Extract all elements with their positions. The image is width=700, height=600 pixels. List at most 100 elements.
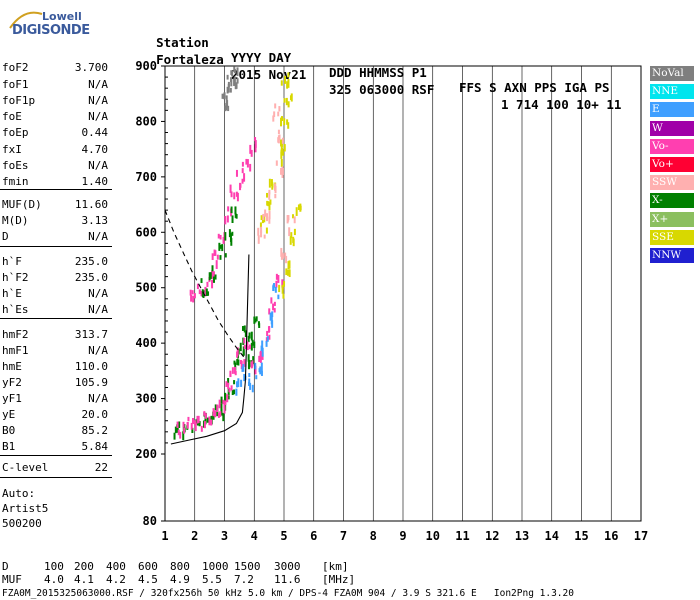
echo-point (285, 97, 288, 106)
echo-point (227, 105, 230, 112)
echo-point (192, 295, 195, 303)
hdr2-ddd: 325 063000 RSF (329, 82, 435, 97)
echo-point (249, 144, 252, 154)
echo-point (272, 303, 275, 311)
echo-point (200, 278, 203, 284)
echo-point (248, 378, 251, 385)
echo-point (265, 227, 268, 234)
hdr1-station: Station (156, 35, 209, 50)
param-row-yf1: yF1 N/A (2, 392, 108, 406)
echo-point (243, 359, 246, 367)
muf-value: 4.2 (106, 573, 126, 586)
echo-point (268, 192, 271, 200)
echo-point (174, 426, 177, 434)
legend-item-w: W (650, 120, 694, 136)
echo-point (241, 168, 244, 174)
param-row-fof1p: foF1p N/A (2, 94, 108, 108)
echo-point (248, 344, 251, 350)
echo-point (280, 252, 283, 260)
echo-point (266, 330, 269, 337)
param-row-fmin: fmin 1.40 (2, 175, 108, 189)
muf-value: 4.0 (44, 573, 64, 586)
echo-point (190, 422, 193, 430)
echo-point (273, 301, 276, 306)
echo-point (211, 270, 214, 279)
echo-point (258, 355, 261, 362)
echo-point (230, 206, 233, 214)
echo-point (260, 362, 263, 371)
auto-code: 500200 (2, 517, 42, 530)
param-value: 235.0 (74, 271, 108, 284)
echo-point (206, 417, 209, 423)
echo-point (222, 399, 225, 405)
echo-point (240, 379, 243, 387)
echo-point (176, 424, 179, 433)
echo-point (272, 284, 275, 292)
echo-point (270, 316, 273, 321)
echo-point (241, 326, 244, 331)
param-row-md: M(D) 3.13 (2, 214, 108, 228)
echo-point (297, 204, 300, 211)
d-value: 800 (170, 560, 190, 573)
echo-point (295, 207, 298, 216)
echo-point (243, 373, 246, 382)
d-value: 1500 (234, 560, 261, 573)
echo-point (255, 316, 258, 322)
echo-point (187, 416, 190, 422)
param-row-yf2: yF2 105.9 (2, 376, 108, 390)
echo-point (237, 378, 240, 388)
param-label: hmF1 (2, 344, 29, 357)
param-row-b0: B0 85.2 (2, 424, 108, 438)
echo-point (252, 356, 255, 365)
echo-point (233, 76, 236, 84)
param-label: B1 (2, 440, 16, 453)
echo-point (251, 362, 254, 368)
echo-point (246, 159, 249, 168)
echo-point (280, 117, 283, 127)
echo-point (266, 200, 269, 206)
param-label: foF2 (2, 61, 29, 74)
x-tick-label: 13 (515, 529, 529, 543)
echo-point (281, 279, 284, 288)
echo-point (274, 183, 277, 191)
echo-point (200, 290, 203, 297)
echo-point (229, 372, 232, 378)
header-line-2: Fortaleza 2015 Nov21 325 063000 RSF 1 71… (141, 37, 621, 112)
param-label: fxI (2, 143, 22, 156)
echo-point (274, 103, 277, 109)
muf-value: 4.1 (74, 573, 94, 586)
echo-point (278, 106, 281, 112)
param-value: N/A (88, 159, 108, 172)
echo-point (224, 232, 227, 241)
echo-point (173, 432, 176, 440)
echo-point (283, 144, 286, 152)
echo-point (176, 421, 179, 428)
echo-point (217, 412, 220, 418)
y-tick-label: 500 (135, 281, 157, 295)
param-value: 85.2 (81, 424, 109, 437)
legend-item-nne: NNE (650, 84, 694, 100)
echo-point (230, 385, 233, 391)
echo-point (178, 421, 181, 428)
echo-point (239, 182, 242, 191)
legend-item-vo: Vo- (650, 138, 694, 154)
echo-point (228, 229, 231, 238)
echo-point (228, 388, 231, 393)
muf-value: 4.9 (170, 573, 190, 586)
param-value: N/A (88, 110, 108, 123)
echo-point (260, 226, 263, 234)
x-tick-label: 14 (545, 529, 559, 543)
echo-point (223, 407, 226, 414)
echo-point (268, 216, 271, 224)
echo-point (211, 253, 214, 261)
echo-point (290, 232, 293, 239)
echo-point (287, 72, 290, 78)
echo-point (191, 290, 194, 295)
echo-point (274, 286, 277, 293)
echo-point (212, 276, 215, 283)
echo-point (247, 360, 250, 370)
x-tick-label: 4 (251, 529, 258, 543)
echo-point (268, 210, 271, 220)
param-label: foE (2, 110, 22, 123)
echo-point (246, 341, 249, 347)
